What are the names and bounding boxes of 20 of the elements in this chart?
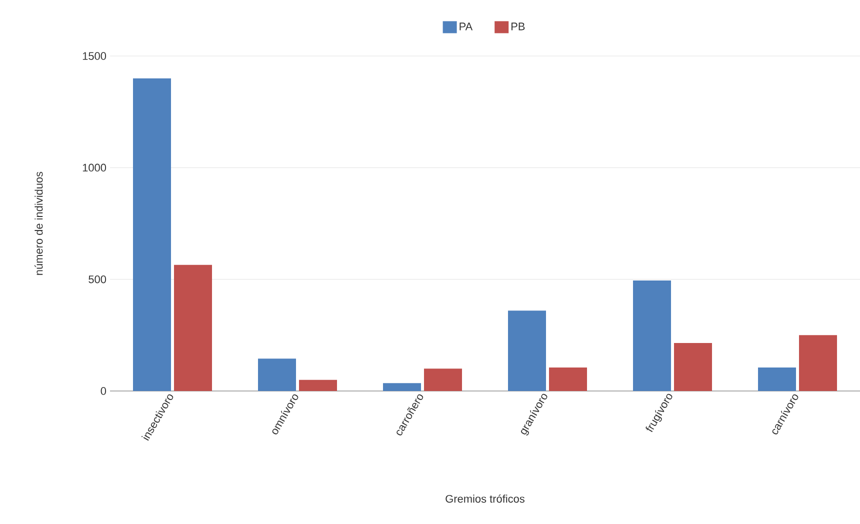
bar (424, 368, 462, 391)
bar (174, 264, 212, 391)
y-axis-title: número de individuos (34, 172, 43, 275)
y-tick-label: 500 (88, 275, 106, 284)
bar (508, 310, 546, 391)
bar (258, 358, 296, 391)
x-axis-title: Gremios tróficos (446, 494, 524, 503)
bar (299, 380, 338, 391)
bar (383, 383, 422, 391)
bar (674, 342, 712, 391)
bar (133, 78, 171, 391)
y-tick-label: 1000 (82, 164, 106, 172)
bar (549, 368, 588, 391)
y-tick-label: 1500 (82, 52, 106, 60)
legend-label: PB (511, 22, 525, 30)
y-tick-label: 0 (100, 387, 106, 395)
bar (758, 368, 796, 391)
bar (633, 280, 672, 391)
bar (799, 335, 838, 391)
legend-label: PA (460, 22, 473, 30)
